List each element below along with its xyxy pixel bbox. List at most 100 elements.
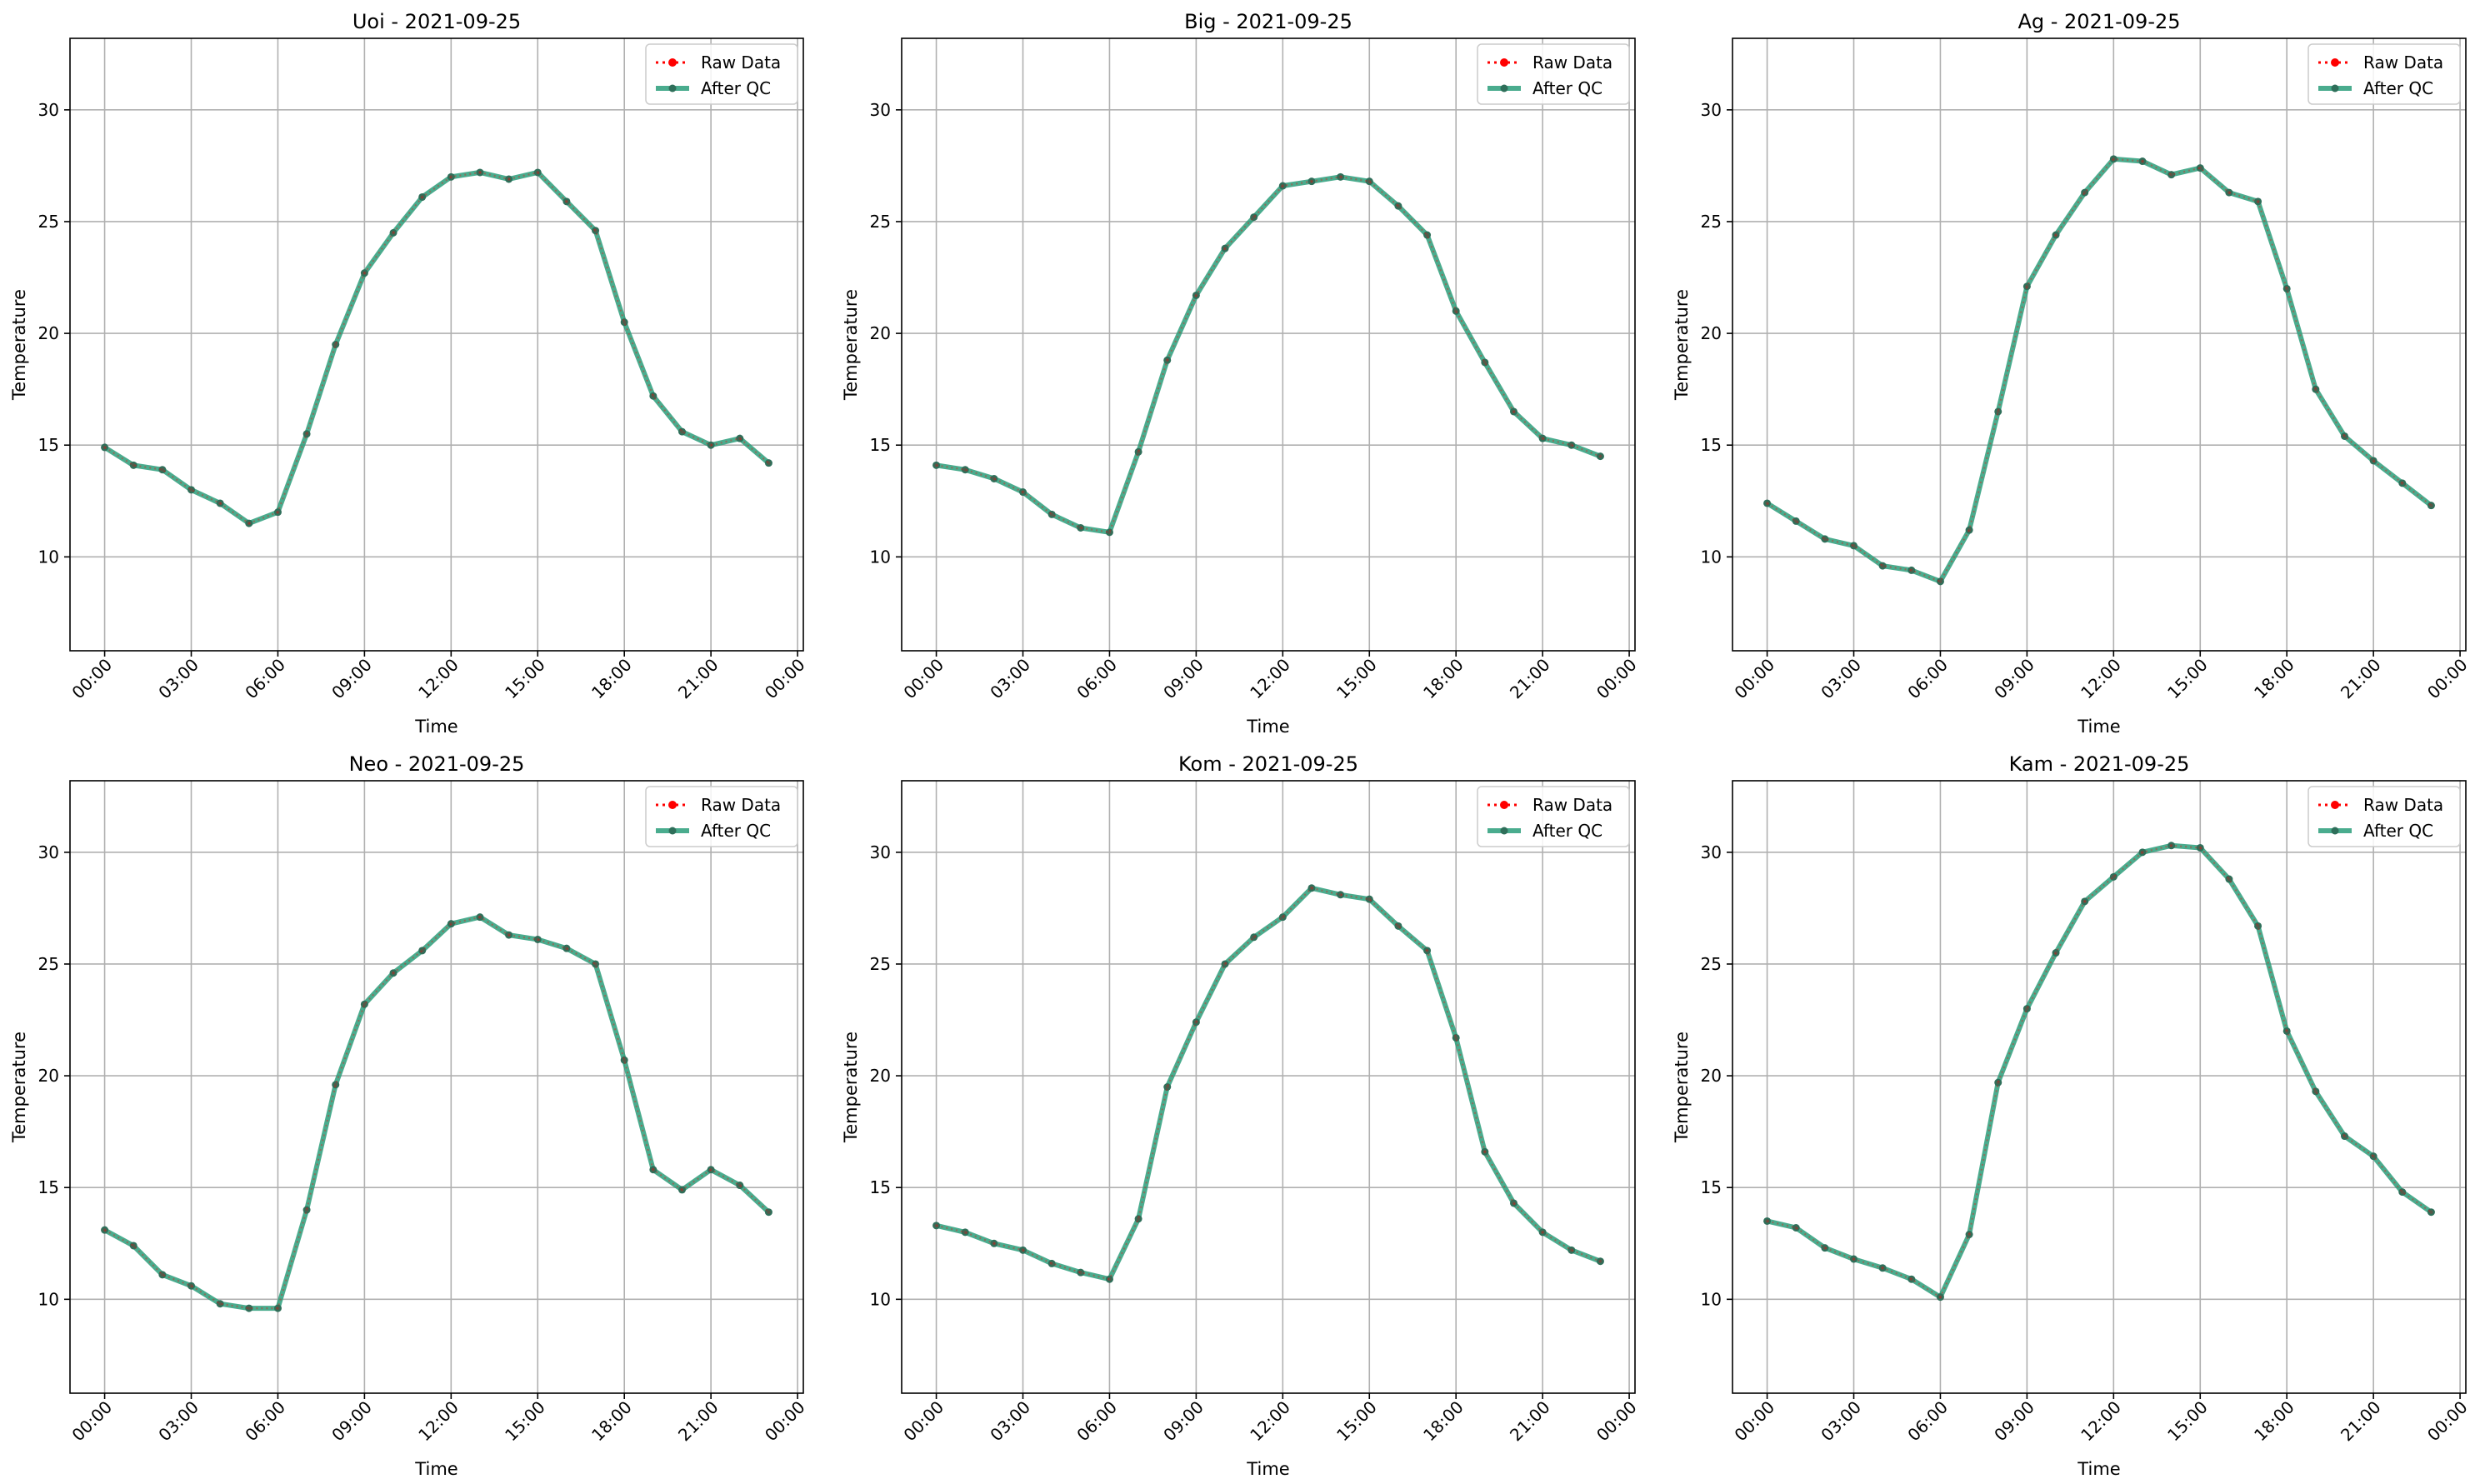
point-after-qc <box>2225 875 2233 883</box>
point-after-qc <box>1192 1018 1200 1027</box>
legend-label-after-qc: After QC <box>1532 821 1602 841</box>
series-line-after-qc <box>1766 842 2433 1300</box>
point-raw-data <box>1136 1217 1141 1221</box>
point-raw-data <box>1165 1085 1169 1089</box>
point-after-qc <box>649 392 658 400</box>
point-after-qc <box>476 168 484 177</box>
x-tick-label: 21:00 <box>674 655 722 703</box>
point-after-qc <box>1394 202 1402 210</box>
point-after-qc <box>1821 1244 1829 1252</box>
point-after-qc <box>302 1206 311 1214</box>
point-raw-data <box>1880 1266 1885 1270</box>
point-raw-data <box>507 177 511 182</box>
point-raw-data <box>2140 850 2145 855</box>
point-raw-data <box>1281 183 1285 188</box>
x-tick-label: 00:00 <box>761 1397 809 1446</box>
point-after-qc <box>245 519 253 527</box>
point-after-qc <box>505 931 513 939</box>
point-raw-data <box>2429 1210 2433 1214</box>
point-raw-data <box>738 1183 742 1187</box>
point-after-qc <box>2052 231 2060 239</box>
point-after-qc <box>1538 1228 1547 1237</box>
point-after-qc <box>1192 291 1200 299</box>
point-after-qc <box>1965 526 1973 534</box>
point-after-qc <box>2369 457 2378 465</box>
point-raw-data <box>2256 199 2260 204</box>
point-after-qc <box>1821 535 1829 543</box>
point-raw-data <box>1368 897 1372 902</box>
x-axis-label: Time <box>414 717 458 737</box>
point-raw-data <box>1108 530 1112 535</box>
y-tick-label: 20 <box>1701 1066 1722 1086</box>
point-raw-data <box>1852 1257 1856 1262</box>
legend-marker-raw-data <box>1500 58 1508 67</box>
point-after-qc <box>2369 1152 2378 1161</box>
x-tick-label: 06:00 <box>241 655 289 703</box>
x-axis-label: Time <box>2077 717 2120 737</box>
point-after-qc <box>2254 197 2262 206</box>
point-after-qc <box>2196 164 2204 172</box>
point-after-qc <box>961 466 969 474</box>
subplot-4: Kom - 2021-09-25 10 15 20 25 30 00:00 03:00 06:0… <box>841 752 1641 1479</box>
x-tick-label: 21:00 <box>674 1397 722 1446</box>
x-tick-label: 12:00 <box>2077 655 2125 703</box>
series-line-after-qc <box>936 174 1602 535</box>
legend-marker-after-qc <box>2331 827 2339 835</box>
point-raw-data <box>2256 924 2260 928</box>
legend-marker-after-qc <box>1500 827 1508 835</box>
point-after-qc <box>1568 441 1576 449</box>
chart-title: Uoi - 2021-09-25 <box>352 10 521 33</box>
point-raw-data <box>963 467 968 472</box>
y-tick-label: 30 <box>870 100 891 120</box>
point-after-qc <box>1596 452 1604 461</box>
y-tick-label: 10 <box>870 547 891 567</box>
y-tick-label: 25 <box>870 212 891 232</box>
point-raw-data <box>160 1272 165 1277</box>
point-after-qc <box>2168 842 2176 850</box>
point-raw-data <box>1309 886 1314 890</box>
x-tick-label: 03:00 <box>1817 655 1865 703</box>
point-after-qc <box>2138 848 2147 857</box>
y-axis-label: Temperature <box>841 1032 861 1143</box>
point-raw-data <box>478 170 482 175</box>
point-raw-data <box>2400 1190 2404 1194</box>
point-raw-data <box>1222 246 1228 251</box>
point-raw-data <box>2227 877 2232 882</box>
point-after-qc <box>707 441 715 449</box>
point-after-qc <box>1481 358 1489 367</box>
point-raw-data <box>1021 490 1025 494</box>
x-tick-label: 18:00 <box>1419 1397 1468 1446</box>
point-after-qc <box>188 1282 196 1290</box>
x-tick-label: 15:00 <box>2163 1397 2212 1446</box>
point-after-qc <box>1878 1264 1887 1272</box>
series-line-after-qc <box>103 169 771 527</box>
series-line-raw-data <box>936 176 1601 534</box>
point-after-qc <box>1308 884 1316 892</box>
series-line-after-qc <box>935 885 1602 1282</box>
point-raw-data <box>1252 935 1256 939</box>
point-raw-data <box>1021 1248 1025 1252</box>
point-after-qc <box>1792 1223 1800 1232</box>
x-tick-label: 03:00 <box>154 1397 202 1446</box>
legend-label-raw-data: Raw Data <box>701 52 781 72</box>
point-after-qc <box>1596 1257 1604 1266</box>
point-raw-data <box>2313 1089 2318 1094</box>
point-raw-data <box>2227 190 2232 195</box>
legend: Raw Data After QC <box>645 43 798 105</box>
point-raw-data <box>391 231 396 235</box>
legend-marker-after-qc <box>2331 84 2339 92</box>
point-after-qc <box>649 1166 658 1174</box>
point-raw-data <box>1938 1295 1942 1299</box>
point-after-qc <box>2427 1208 2435 1217</box>
point-raw-data <box>564 199 569 204</box>
y-axis-label: Temperature <box>9 289 29 401</box>
point-after-qc <box>990 474 998 482</box>
point-after-qc <box>2340 1132 2348 1141</box>
x-tick-label: 00:00 <box>1730 1397 1778 1446</box>
legend-marker-raw-data <box>668 801 677 809</box>
point-after-qc <box>1394 922 1402 930</box>
legend-label-after-qc: After QC <box>2363 78 2433 98</box>
x-tick-label: 21:00 <box>1506 1397 1554 1446</box>
point-after-qc <box>2022 1005 2031 1013</box>
point-after-qc <box>447 920 455 928</box>
